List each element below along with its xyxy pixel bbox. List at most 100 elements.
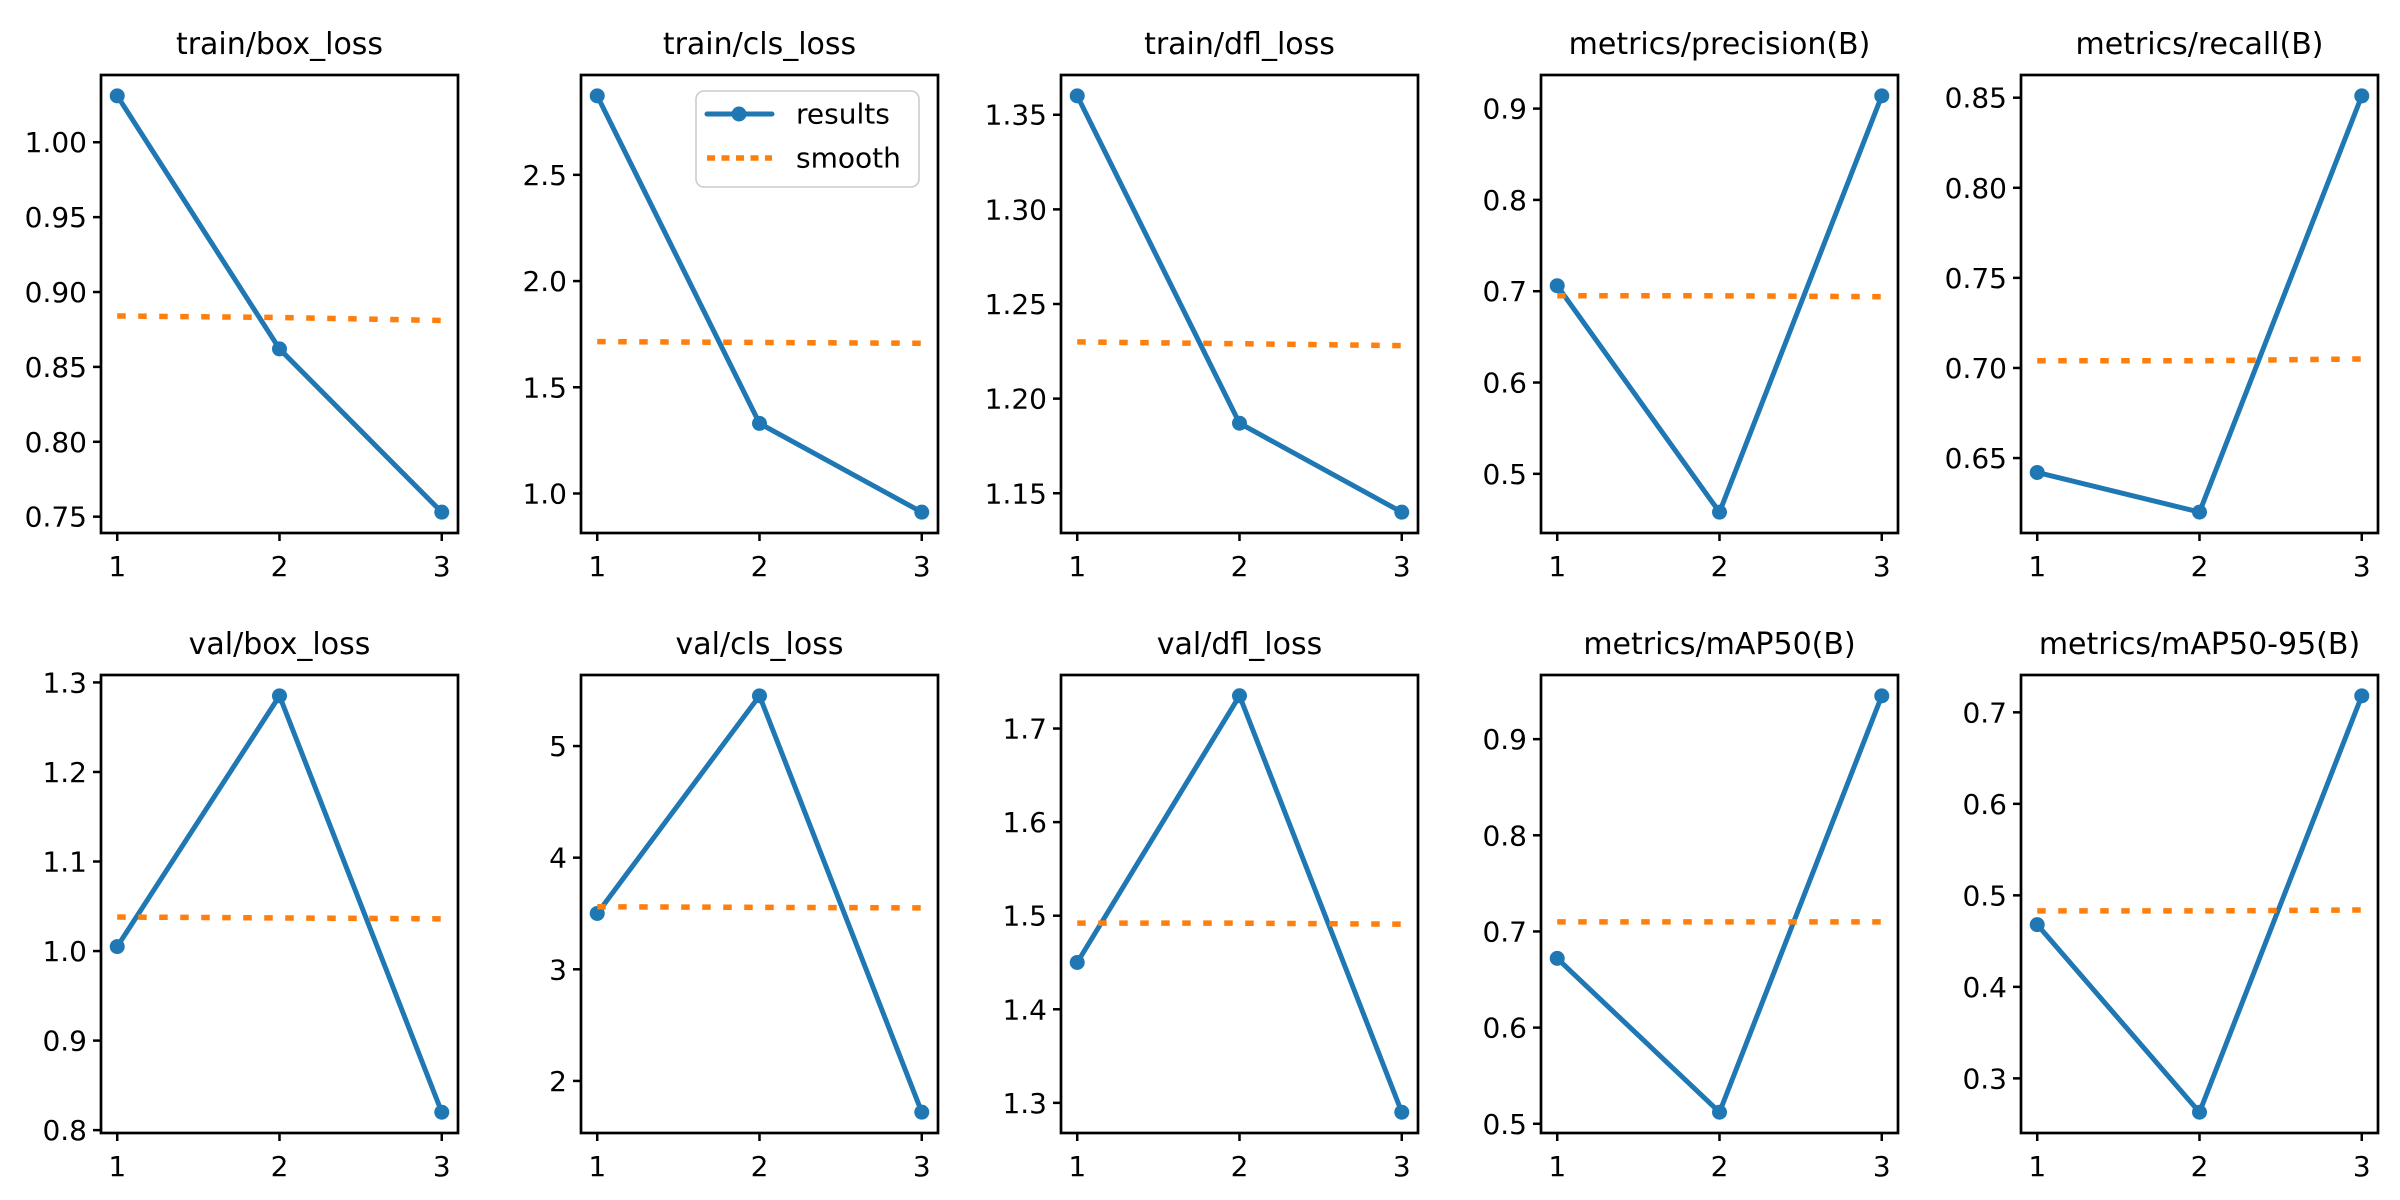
y-tick-label: 0.6 <box>1482 367 1527 400</box>
y-tick-label: 0.7 <box>1482 915 1527 948</box>
subplot-title: train/dfl_loss <box>1144 27 1335 62</box>
axes-frame <box>1059 673 1420 1135</box>
results-marker <box>752 415 767 431</box>
y-tick-label: 1.4 <box>1002 993 1047 1026</box>
subplot-val-cls-loss: val/cls_loss 2 3 4 5 1 2 3 <box>549 627 940 1183</box>
results-marker <box>109 88 125 104</box>
axes-frame <box>1539 673 1900 1135</box>
smooth-line <box>597 338 922 347</box>
results-marker <box>1394 504 1410 520</box>
smooth-line <box>117 313 442 324</box>
axes-frame <box>1059 73 1420 535</box>
axes-frame <box>2019 673 2380 1135</box>
y-tick-label: 0.85 <box>1945 82 2007 115</box>
y-tick-label: 0.90 <box>25 276 87 309</box>
y-tick-label: 0.5 <box>1482 1108 1527 1141</box>
axes-frame <box>579 673 940 1135</box>
smooth-line <box>1077 339 1402 349</box>
x-tick-label: 1 <box>1548 550 1566 583</box>
y-tick-label: 1.00 <box>25 126 87 159</box>
subplot-title: metrics/precision(B) <box>1569 27 1871 62</box>
subplot-train-cls-loss: train/cls_loss 1.0 1.5 2.0 2.5 1 2 3 results smoo… <box>522 27 940 583</box>
results-marker <box>2029 917 2045 933</box>
results-marker <box>1874 88 1890 104</box>
x-tick-label: 1 <box>588 1150 606 1183</box>
x-tick-label: 3 <box>1393 550 1411 583</box>
y-tick-label: 0.8 <box>1482 819 1527 852</box>
y-tick-label: 1.2 <box>42 756 87 789</box>
y-tick-label: 0.5 <box>1962 879 2007 912</box>
x-tick-label: 2 <box>1711 1150 1729 1183</box>
results-marker <box>109 939 125 955</box>
smooth-line <box>1557 293 1882 300</box>
legend-results-marker <box>731 106 747 122</box>
subplot-train-dfl-loss: train/dfl_loss 1.15 1.20 1.25 1.30 1.35 1 2 3 <box>985 27 1420 583</box>
results-marker <box>914 1104 930 1120</box>
y-tick-label: 2 <box>549 1065 567 1098</box>
x-tick-label: 2 <box>2191 550 2209 583</box>
subplot-title: val/cls_loss <box>676 627 844 662</box>
results-marker <box>1549 278 1565 294</box>
results-line <box>1554 693 1885 1115</box>
y-tick-label: 1.6 <box>1002 806 1047 839</box>
subplot-title: metrics/recall(B) <box>2075 27 2323 62</box>
x-tick-label: 1 <box>108 550 126 583</box>
x-tick-label: 1 <box>2028 1150 2046 1183</box>
subplot-title: train/box_loss <box>176 27 383 62</box>
x-tick-label: 2 <box>1231 1150 1249 1183</box>
x-tick-label: 3 <box>913 1150 931 1183</box>
results-marker <box>589 905 605 921</box>
axes-frame <box>99 73 460 535</box>
subplot-metrics-map50-b-: metrics/mAP50(B) 0.5 0.6 0.7 0.8 0.9 1 2 3 <box>1482 627 1900 1183</box>
results-marker <box>2354 88 2370 104</box>
results-line <box>1074 693 1405 1115</box>
results-marker <box>1232 688 1247 704</box>
subplot-metrics-precision-b-: metrics/precision(B) 0.5 0.6 0.7 0.8 0.9 1 2 3 <box>1482 27 1900 583</box>
axes-frame <box>99 673 460 1135</box>
results-marker <box>1069 88 1085 104</box>
x-tick-label: 3 <box>433 550 451 583</box>
x-tick-label: 3 <box>913 550 931 583</box>
subplot-title: metrics/mAP50-95(B) <box>2039 627 2360 662</box>
y-tick-label: 0.75 <box>25 501 87 534</box>
smooth-line <box>2037 356 2362 364</box>
y-tick-label: 0.80 <box>25 426 87 459</box>
results-marker <box>1712 1104 1727 1120</box>
results-marker <box>1394 1104 1410 1120</box>
y-tick-label: 1.5 <box>1002 900 1047 933</box>
y-tick-label: 1.20 <box>985 383 1047 416</box>
legend: results smooth <box>695 90 920 188</box>
results-line <box>2034 93 2365 515</box>
x-tick-label: 2 <box>1711 550 1729 583</box>
results-marker <box>752 688 767 704</box>
results-marker <box>2354 688 2370 704</box>
x-tick-label: 1 <box>1068 550 1086 583</box>
y-tick-label: 0.9 <box>1482 723 1527 756</box>
y-tick-label: 0.6 <box>1482 1012 1527 1045</box>
results-line <box>2034 693 2365 1115</box>
y-tick-label: 1.35 <box>985 99 1047 132</box>
smooth-line <box>2037 907 2362 914</box>
x-tick-label: 1 <box>1068 1150 1086 1183</box>
results-marker <box>2029 464 2045 480</box>
x-tick-label: 1 <box>1548 1150 1566 1183</box>
x-tick-label: 1 <box>588 550 606 583</box>
y-tick-label: 1.3 <box>1002 1087 1047 1120</box>
y-tick-label: 0.6 <box>1962 788 2007 821</box>
y-tick-label: 1.30 <box>985 193 1047 226</box>
subplot-metrics-recall-b-: metrics/recall(B) 0.65 0.70 0.75 0.80 0.85 1 2 3 <box>1945 27 2380 583</box>
results-marker <box>434 504 450 520</box>
y-tick-label: 3 <box>549 953 567 986</box>
y-tick-label: 1.5 <box>522 371 567 404</box>
subplot-metrics-map50-95-b-: metrics/mAP50-95(B) 0.3 0.4 0.5 0.6 0.7 1 2 3 <box>1962 627 2380 1183</box>
results-line <box>1554 93 1885 515</box>
x-tick-label: 1 <box>2028 550 2046 583</box>
y-tick-label: 0.70 <box>1945 352 2007 385</box>
results-line <box>594 693 925 1115</box>
y-tick-label: 1.15 <box>985 477 1047 510</box>
x-tick-label: 3 <box>1873 550 1891 583</box>
subplot-train-box-loss: train/box_loss 0.75 0.80 0.85 0.90 0.95 1.00 1 2… <box>25 27 460 583</box>
results-line <box>1074 93 1405 515</box>
subplot-title: val/dfl_loss <box>1157 627 1322 662</box>
